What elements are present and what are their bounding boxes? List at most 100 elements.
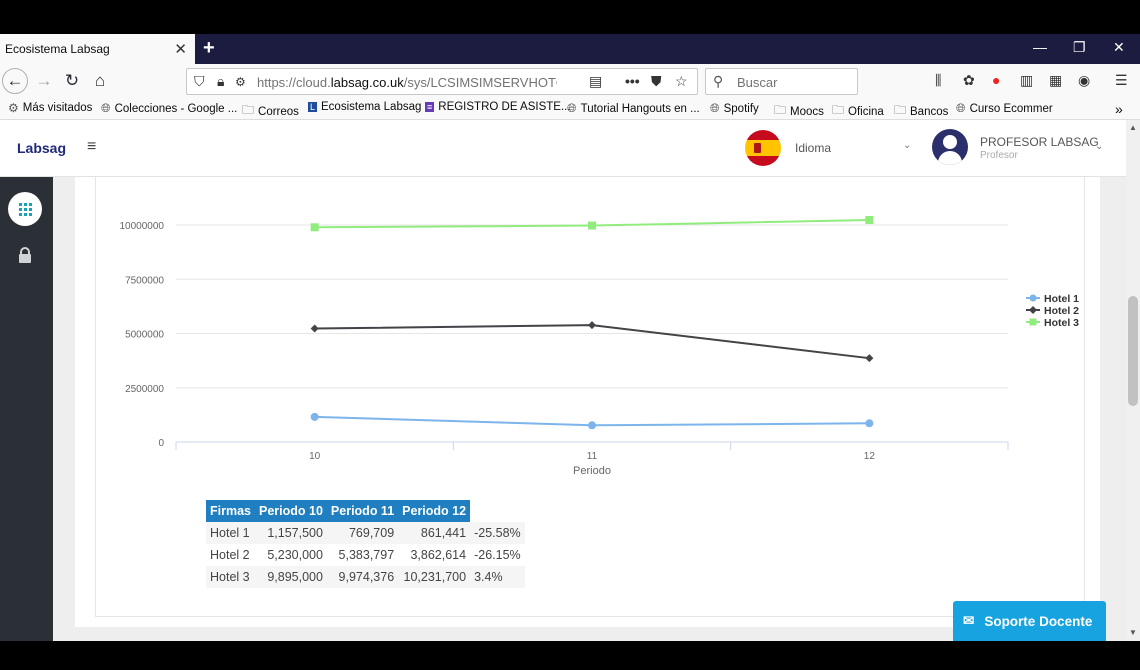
bookmark-label: Bancos: [910, 105, 949, 118]
labsag-icon: L: [308, 102, 318, 112]
bookmarks-overflow-icon[interactable]: »: [1115, 101, 1123, 117]
tab-close-icon[interactable]: ✕: [174, 41, 187, 58]
table-cell: 5,383,797: [338, 548, 395, 562]
table-cell: Hotel 3: [210, 570, 250, 584]
table-cell: 9,895,000: [267, 570, 323, 584]
reload-icon[interactable]: ↻: [64, 71, 80, 90]
bookmark-moocs[interactable]: 🗀 Moocs: [774, 101, 824, 122]
legend-marker: [1029, 294, 1037, 302]
lock-icon[interactable]: 🔒︎: [217, 73, 225, 89]
search-bar[interactable]: ⚲ Buscar: [705, 68, 858, 95]
bookmark-label: Moocs: [790, 105, 824, 118]
bookmark-colecciones[interactable]: 🌐︎ Colecciones - Google ...: [101, 101, 237, 116]
bookmark-ecosistema-labsag[interactable]: L Ecosistema Labsag: [308, 101, 421, 113]
scroll-up-icon[interactable]: ▲: [1129, 123, 1137, 132]
bookmark-oficina[interactable]: 🗀 Oficina: [832, 101, 884, 122]
legend-label: Hotel 2: [1044, 305, 1079, 317]
avatar[interactable]: [932, 129, 968, 165]
legend-marker: [1029, 318, 1037, 326]
bookmark-label: Más visitados: [22, 102, 93, 114]
new-tab-button[interactable]: +: [203, 37, 215, 59]
x-axis-label: Periodo: [573, 465, 611, 477]
bookmark-correos[interactable]: 🗀 Correos: [242, 101, 299, 122]
bookmark-registro[interactable]: ≡ REGISTRO DE ASISTE...: [425, 101, 571, 113]
chevron-down-icon[interactable]: ⌄: [903, 140, 912, 151]
support-button[interactable]: ✉ Soporte Docente: [953, 601, 1106, 641]
scroll-down-icon[interactable]: ▼: [1129, 628, 1137, 637]
library-icon[interactable]: ⫼: [935, 72, 942, 88]
bookmark-spotify[interactable]: 🌐︎ Spotify: [710, 101, 759, 116]
bookmark-label: Curso Ecommer: [969, 102, 1053, 115]
table-cell: 769,709: [348, 526, 395, 540]
chevron-down-icon[interactable]: ⌄: [1095, 141, 1104, 152]
spain-flag-icon[interactable]: [745, 130, 781, 166]
folder-icon: 🗀: [774, 103, 787, 117]
extension-red-icon[interactable]: ●: [992, 72, 1001, 88]
table-cell: Hotel 2: [210, 548, 250, 562]
url-text[interactable]: https://cloud.labsag.co.uk/sys/LCSIMSIMS…: [257, 75, 557, 90]
sidebar-toggle-icon[interactable]: ▥: [1020, 72, 1034, 88]
apps-grid-icon[interactable]: [8, 192, 42, 226]
bookmark-label: REGISTRO DE ASISTE...: [438, 101, 571, 113]
hamburger-menu-icon[interactable]: ≡: [87, 138, 97, 155]
data-point: [310, 412, 319, 421]
forward-icon[interactable]: →: [35, 71, 53, 90]
close-window-icon[interactable]: ✕: [1113, 39, 1125, 55]
globe-icon: 🌐︎: [101, 101, 111, 115]
url-path: /sys/LCSIMSIMSERVHOTCROC: [403, 75, 557, 90]
minimize-icon[interactable]: —: [1033, 39, 1047, 55]
results-table: Firmas Periodo 10 Periodo 11 Periodo 12 …: [206, 500, 525, 588]
search-icon: ⚲: [713, 73, 724, 89]
bookmark-label: Correos: [258, 105, 299, 118]
user-role: Profesor: [980, 150, 1018, 161]
permissions-icon[interactable]: ⚙: [235, 75, 246, 89]
shield-icon[interactable]: ⛉: [194, 73, 205, 89]
line-chart: 0 2500000 5000000 7500000 10000000 10 11 12 Peri…: [120, 215, 1079, 477]
menu-icon[interactable]: ☰: [1115, 72, 1128, 88]
table-header: Periodo 11: [326, 500, 399, 522]
scroll-thumb[interactable]: [1128, 296, 1138, 406]
table-cell: 861,441: [420, 526, 467, 540]
url-bar[interactable]: ⛉ 🔒︎ ⚙ https://cloud.labsag.co.uk/sys/LC…: [186, 68, 698, 95]
extension-grid-icon[interactable]: ▦: [1049, 72, 1063, 88]
table-cell: -25.58%: [474, 526, 521, 540]
bookmark-label: Tutorial Hangouts en ...: [580, 102, 700, 115]
user-name[interactable]: PROFESOR LABSAG: [980, 135, 1099, 149]
table-row: Hotel 1 1,157,500 769,709 861,441 -25.58…: [206, 522, 525, 544]
y-tick-label: 5000000: [125, 330, 164, 341]
data-point: [588, 321, 596, 330]
bookmark-star-icon[interactable]: ☆: [675, 73, 688, 89]
bookmark-label: Ecosistema Labsag: [321, 101, 422, 113]
language-selector[interactable]: Idioma: [795, 141, 832, 155]
page-actions-icon[interactable]: •••: [625, 73, 640, 89]
data-point: [865, 215, 874, 224]
table-header: Firmas: [206, 500, 255, 522]
account-icon[interactable]: ◉: [1078, 72, 1091, 88]
back-icon[interactable]: ←: [2, 68, 28, 94]
globe-icon: 🌐︎: [710, 101, 720, 115]
x-tick-label: 12: [864, 451, 876, 462]
screen-top-border: [0, 0, 1140, 34]
bookmark-label: Oficina: [848, 105, 884, 118]
reader-view-icon[interactable]: ▤: [589, 73, 603, 89]
bookmark-bancos[interactable]: 🗀 Bancos: [894, 101, 948, 122]
home-icon[interactable]: ⌂: [94, 71, 106, 90]
restore-icon[interactable]: ❐: [1073, 39, 1086, 55]
brand-logo[interactable]: Labsag: [17, 140, 67, 156]
data-point: [310, 324, 319, 333]
y-tick-label: 2500000: [125, 384, 164, 395]
table-cell: -26.15%: [474, 548, 521, 562]
page-scrollbar[interactable]: ▲ ▼: [1126, 120, 1140, 641]
bookmark-tutorial-hangouts[interactable]: 🌐︎ Tutorial Hangouts en ...: [567, 101, 700, 116]
tab-ecosistema-labsag[interactable]: Ecosistema Labsag ✕: [0, 34, 195, 64]
bookmark-curso-ecommer[interactable]: 🌐︎ Curso Ecommer: [956, 101, 1053, 116]
extension-icon[interactable]: ✿: [963, 72, 975, 88]
pocket-icon[interactable]: ⛊: [651, 73, 662, 89]
table-header-row: Firmas Periodo 10 Periodo 11 Periodo 12: [206, 500, 525, 522]
globe-icon: 🌐︎: [567, 101, 577, 115]
globe-icon: 🌐︎: [956, 101, 966, 115]
lock-icon[interactable]: [17, 247, 33, 263]
bookmark-mas-visitados[interactable]: ⚙ Más visitados: [8, 101, 92, 115]
table-header: Periodo 12: [398, 500, 471, 522]
table-cell: 1,157,500: [267, 526, 323, 540]
